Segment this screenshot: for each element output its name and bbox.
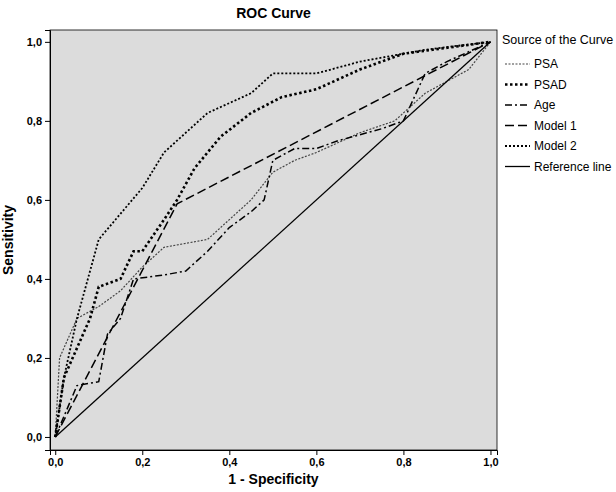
y-tick: 0,0 bbox=[27, 431, 50, 443]
y-tick-label: 0,0 bbox=[27, 431, 42, 443]
legend-swatch bbox=[505, 83, 530, 86]
legend-label: PSAD bbox=[534, 78, 567, 92]
x-axis-title: 1 - Specificity bbox=[228, 471, 318, 487]
legend-label: Reference line bbox=[534, 160, 612, 174]
roc-line bbox=[55, 42, 490, 437]
y-tick-mark bbox=[45, 121, 50, 122]
y-tick-label: 0,8 bbox=[27, 115, 42, 127]
lines bbox=[55, 42, 490, 437]
x-tick-label: 0,4 bbox=[222, 456, 238, 468]
x-tick: 0,2 bbox=[135, 450, 150, 468]
legend-label: Age bbox=[534, 98, 556, 112]
x-tick-mark bbox=[55, 450, 56, 455]
roc-line bbox=[55, 42, 490, 437]
legend: Source of the Curve PSA PSAD Age Model 1 Mode… bbox=[502, 33, 613, 174]
legend-swatch bbox=[505, 125, 530, 127]
legend-swatch bbox=[505, 145, 530, 147]
x-tick-mark bbox=[490, 450, 491, 455]
x-tick-mark bbox=[142, 450, 143, 455]
y-tick-mark bbox=[45, 200, 50, 201]
x-axis-line bbox=[51, 451, 498, 456]
y-tick-mark bbox=[45, 437, 50, 438]
y-tick-mark bbox=[45, 279, 50, 280]
x-tick-label: 0,6 bbox=[309, 456, 324, 468]
y-axis-line bbox=[45, 31, 51, 451]
x-tick-label: 1,0 bbox=[483, 456, 498, 468]
chart-svg: ROC Curve0,00,20,40,60,81,00,00,20,40,60… bbox=[0, 0, 616, 492]
y-tick: 0,6 bbox=[27, 194, 50, 206]
roc-line bbox=[55, 42, 490, 437]
y-tick: 0,8 bbox=[27, 115, 50, 127]
x-tick-label: 0,0 bbox=[48, 456, 63, 468]
y-tick: 0,2 bbox=[27, 352, 50, 364]
x-tick-label: 0,2 bbox=[135, 456, 150, 468]
y-tick: 1,0 bbox=[27, 36, 50, 48]
legend-label: PSA bbox=[534, 57, 558, 71]
x-tick-mark bbox=[316, 450, 317, 455]
x-tick: 0,4 bbox=[222, 450, 238, 468]
y-tick-label: 0,2 bbox=[27, 352, 42, 364]
x-tick-label: 0,8 bbox=[396, 456, 411, 468]
y-tick: 0,4 bbox=[27, 273, 50, 285]
legend-swatch bbox=[505, 166, 530, 167]
legend-swatch bbox=[505, 63, 530, 64]
y-tick-label: 0,4 bbox=[27, 273, 43, 285]
roc-line bbox=[55, 42, 490, 437]
legend-label: Model 2 bbox=[534, 139, 577, 153]
x-tick: 1,0 bbox=[483, 450, 498, 468]
y-axis-title: Sensitivity bbox=[0, 205, 16, 275]
y-axis: 0,0 0,2 0,4 0,6 0,8 1,0 bbox=[27, 31, 51, 451]
legend-label: Model 1 bbox=[534, 119, 577, 133]
x-tick: 0,6 bbox=[309, 450, 324, 468]
y-tick-mark bbox=[45, 42, 50, 43]
chart-container: ROC Curve0,00,20,40,60,81,00,00,20,40,60… bbox=[0, 0, 616, 492]
x-tick: 0,8 bbox=[396, 450, 411, 468]
legend-title: Source of the Curve bbox=[502, 33, 613, 47]
x-tick: 0,0 bbox=[48, 450, 63, 468]
roc-line bbox=[55, 42, 490, 437]
chart-title: ROC Curve bbox=[236, 5, 311, 21]
plot-frame bbox=[50, 30, 497, 450]
x-tick-mark bbox=[229, 450, 230, 455]
y-tick-label: 0,6 bbox=[27, 194, 42, 206]
y-tick-mark bbox=[45, 358, 50, 359]
x-axis: 0,0 0,2 0,4 0,6 0,8 1,0 bbox=[48, 450, 499, 468]
y-tick-label: 1,0 bbox=[27, 36, 42, 48]
legend-swatch bbox=[505, 104, 530, 106]
x-tick-mark bbox=[403, 450, 404, 455]
roc-line bbox=[55, 42, 490, 437]
